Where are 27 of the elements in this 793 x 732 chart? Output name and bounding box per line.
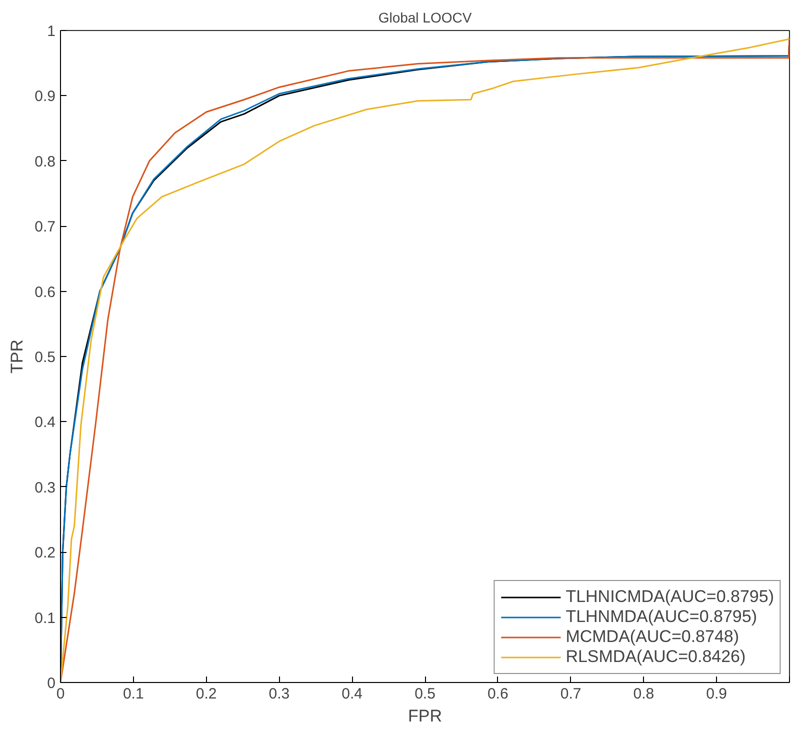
x-tick-label: 0.2 [196, 686, 217, 702]
x-tick-label: 0.6 [487, 686, 508, 702]
y-tick-label: 0.6 [34, 284, 56, 301]
y-tick-label: 0.7 [34, 218, 56, 236]
y-tick-label: 0.5 [34, 349, 56, 366]
x-tick-label: 0.4 [342, 686, 363, 702]
legend-label: MCMDA(AUC=0.8748) [566, 627, 740, 647]
legend-label: RLSMDA(AUC=0.8426) [566, 647, 746, 667]
x-tick-label: 0.3 [268, 686, 290, 702]
y-tick-label: 0.3 [34, 479, 56, 496]
y-tick-label: 0.1 [34, 610, 56, 627]
legend-label: TLHNICMDA(AUC=0.8795) [566, 587, 774, 607]
y-axis-title: TPR [8, 340, 27, 374]
y-tick-label: 0.9 [34, 88, 56, 106]
y-tick-label: 1 [47, 23, 56, 40]
x-tick-label: 0.9 [706, 686, 728, 702]
y-tick-label: 0.2 [34, 544, 56, 562]
x-tick-label: 0.1 [122, 686, 144, 702]
y-tick-label: 0 [47, 675, 56, 692]
y-tick-label: 0.8 [34, 153, 56, 170]
x-tick-label: 0.8 [633, 686, 654, 702]
y-tick-label: 0.4 [34, 414, 56, 432]
legend-label: TLHNMDA(AUC=0.8795) [566, 607, 757, 627]
x-tick-label: 0.7 [560, 686, 582, 702]
x-axis-title: FPR [408, 706, 442, 726]
chart-title: Global LOOCV [378, 10, 472, 26]
x-tick-label: 0.5 [414, 686, 436, 702]
